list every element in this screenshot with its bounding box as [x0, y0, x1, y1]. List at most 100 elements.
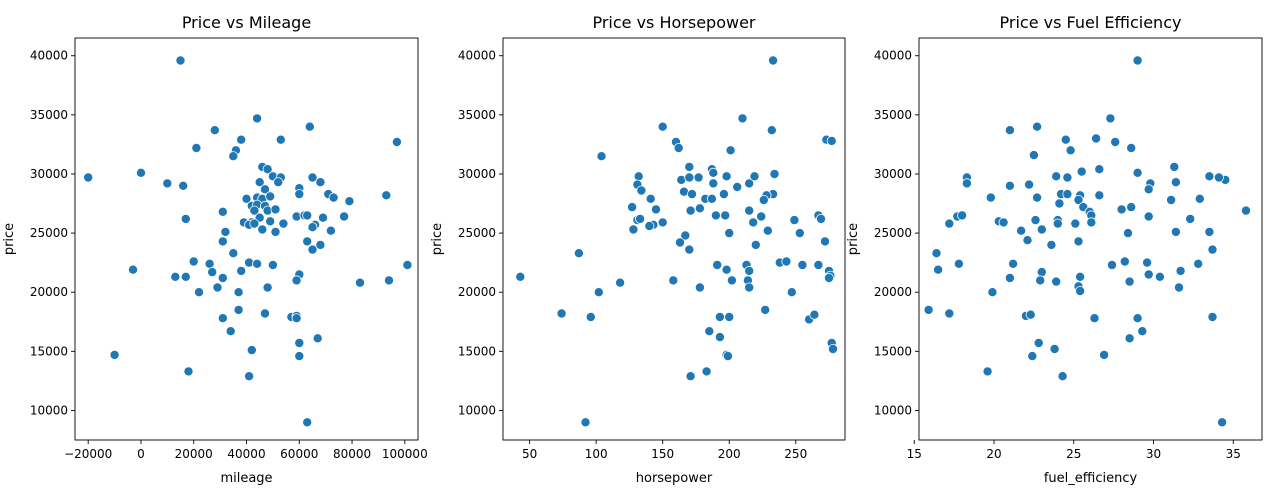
data-point [1241, 205, 1252, 216]
data-point [748, 217, 759, 228]
data-point [212, 282, 223, 293]
data-point [931, 248, 942, 259]
data-point [170, 271, 181, 282]
data-point [270, 204, 281, 215]
data-point [1143, 184, 1154, 195]
data-point [307, 244, 318, 255]
y-axis-label: price [846, 223, 861, 255]
data-point [249, 205, 260, 216]
data-point [712, 259, 723, 270]
data-point [217, 206, 228, 217]
data-point [259, 308, 270, 319]
data-point [83, 172, 94, 183]
data-point [1022, 235, 1033, 246]
data-point [1075, 285, 1086, 296]
data-point [724, 228, 735, 239]
x-tick-label: 25 [1066, 447, 1081, 461]
data-point [302, 236, 313, 247]
data-point [1116, 204, 1127, 215]
data-point [1076, 166, 1087, 177]
data-point [1052, 218, 1063, 229]
data-point [704, 326, 715, 337]
data-point [645, 193, 656, 204]
data-point [593, 287, 604, 298]
data-point [515, 271, 526, 282]
data-point [1193, 258, 1204, 269]
x-tick-label: 250 [784, 447, 807, 461]
data-point [1057, 371, 1068, 382]
data-point [267, 259, 278, 270]
data-point [135, 167, 146, 178]
data-point [1060, 134, 1071, 145]
data-point [273, 177, 284, 188]
data-point [633, 171, 644, 182]
x-tick-label: 80000 [333, 447, 371, 461]
data-point [207, 267, 218, 278]
data-point [1110, 136, 1121, 147]
data-point [718, 189, 729, 200]
data-point [998, 217, 1009, 228]
data-point [1142, 257, 1153, 268]
data-point [657, 217, 668, 228]
data-point [1075, 271, 1086, 282]
y-tick-label: 15000 [874, 344, 912, 358]
data-point [585, 311, 596, 322]
data-point [828, 343, 839, 354]
data-point [312, 333, 323, 344]
data-point [183, 366, 194, 377]
y-tick-label: 25000 [30, 226, 68, 240]
x-tick-label: 30 [1146, 447, 1161, 461]
data-point [228, 248, 239, 259]
x-tick-label: 60000 [280, 447, 318, 461]
data-point [236, 134, 247, 145]
data-point [270, 226, 281, 237]
data-point [262, 164, 273, 175]
scatter-panel-1: −20000 0 20000 40000 60000 80000 100000 10000 15… [2, 13, 428, 486]
data-point [726, 275, 737, 286]
data-point [710, 210, 721, 221]
y-tick-label: 15000 [30, 344, 68, 358]
data-point [262, 282, 273, 293]
data-point [1124, 333, 1135, 344]
data-point [252, 258, 263, 269]
data-point [820, 236, 831, 247]
data-point [596, 151, 607, 162]
data-point [809, 309, 820, 320]
data-point [732, 181, 743, 192]
data-point [781, 256, 792, 267]
data-point [315, 239, 326, 250]
data-point [766, 125, 777, 136]
data-point [1032, 121, 1043, 132]
data-point [760, 304, 771, 315]
data-point [317, 212, 328, 223]
data-point [265, 191, 276, 202]
data-point [724, 311, 735, 322]
y-tick-label: 40000 [458, 49, 496, 63]
y-tick-label: 10000 [458, 403, 496, 417]
data-point [178, 180, 189, 191]
data-point [1046, 239, 1057, 250]
data-point [278, 218, 289, 229]
x-tick-label: 150 [651, 447, 674, 461]
data-point [714, 332, 725, 343]
points [515, 55, 839, 428]
y-tick-label: 35000 [874, 108, 912, 122]
data-point [985, 192, 996, 203]
data-point [1051, 171, 1062, 182]
data-point [1016, 225, 1027, 236]
data-point [708, 167, 719, 178]
data-point [1143, 269, 1154, 280]
data-point [225, 326, 236, 337]
data-point [1089, 313, 1100, 324]
data-point [750, 239, 761, 250]
data-point [1126, 142, 1137, 153]
data-point [1073, 194, 1084, 205]
data-point [573, 248, 584, 259]
data-point [302, 417, 313, 428]
data-point [209, 125, 220, 136]
data-point [721, 171, 732, 182]
data-point [249, 218, 260, 229]
data-point [720, 210, 731, 221]
y-tick-label: 30000 [874, 167, 912, 181]
data-point [244, 371, 255, 382]
